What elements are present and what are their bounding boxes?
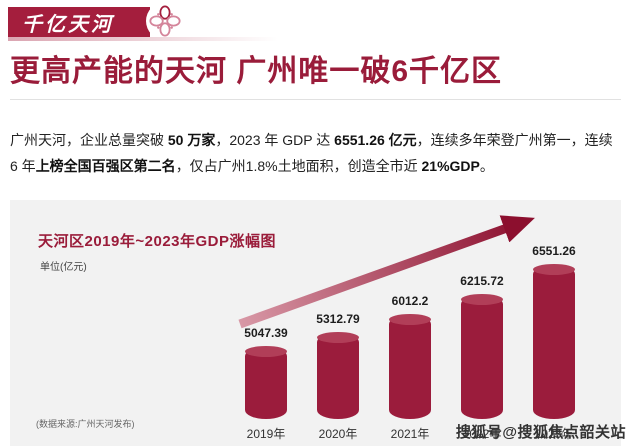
intro-segment: 广州天河，企业总量突破 bbox=[10, 132, 168, 148]
bar-column: 5047.39 2019年 bbox=[240, 326, 292, 442]
bar-value-label: 5312.79 bbox=[316, 312, 360, 326]
chart-title: 天河区2019年~2023年GDP涨幅图 bbox=[38, 233, 277, 250]
brand-badge: 千亿天河 bbox=[8, 7, 150, 37]
bar-year-label: 2021年 bbox=[390, 427, 430, 441]
flower-icon bbox=[146, 2, 184, 40]
gdp-chart-panel: 天河区2019年~2023年GDP涨幅图 单位(亿元) 5047.39 2019年… bbox=[10, 200, 621, 446]
bar bbox=[533, 264, 575, 419]
intro-segment: ，连续多年荣登广州第一，连续 6 年 bbox=[10, 132, 613, 174]
brand-badge-label: 千亿天河 bbox=[22, 13, 114, 36]
flower-icon-svg bbox=[149, 5, 181, 37]
chart-unit-label: 单位(亿元) bbox=[40, 262, 87, 273]
bar bbox=[317, 332, 359, 419]
bar bbox=[461, 294, 503, 419]
headline-divider bbox=[10, 99, 621, 100]
intro-paragraph: 广州天河，企业总量突破 50 万家，2023 年 GDP 达 6551.26 亿… bbox=[10, 128, 621, 180]
bar-value-label: 5047.39 bbox=[244, 326, 288, 340]
bar-column: 6551.26 2023年 bbox=[528, 244, 580, 442]
bar-column: 6215.72 2022年 bbox=[456, 274, 508, 442]
bar-value-label: 6012.2 bbox=[391, 294, 429, 308]
bar bbox=[389, 314, 431, 419]
intro-segment: 上榜全国百强区第二名 bbox=[35, 157, 176, 174]
bar-column: 5312.79 2020年 bbox=[312, 312, 364, 442]
bar-column: 6012.2 2021年 bbox=[384, 294, 436, 442]
intro-segment: 。 bbox=[479, 157, 494, 174]
bars-row: 5047.39 2019年 5312.79 2020年 6012.2 2021年 6215.… bbox=[240, 244, 580, 442]
badge-accent-strip bbox=[8, 37, 278, 41]
bar-year-label: 2020年 bbox=[318, 427, 358, 441]
bar-year-label: 2022年 bbox=[462, 427, 502, 441]
intro-segment: ，2023 年 GDP 达 bbox=[215, 132, 335, 148]
bar-year-label: 2023年 bbox=[534, 427, 574, 441]
page-title: 更高产能的天河 广州唯一破6千亿区 bbox=[10, 55, 503, 88]
bar bbox=[245, 346, 287, 419]
chart-source-note: (数据来源:广州天河发布) bbox=[36, 419, 135, 429]
intro-segment: 50 万家 bbox=[167, 132, 216, 148]
bar-value-label: 6215.72 bbox=[460, 274, 504, 288]
intro-segment: ，仅占广州1.8%土地面积，创造全市近 bbox=[175, 157, 422, 174]
bar-value-label: 6551.26 bbox=[532, 244, 576, 258]
intro-segment: 21%GDP bbox=[421, 157, 480, 174]
bar-year-label: 2019年 bbox=[246, 427, 286, 441]
trend-arrow bbox=[238, 215, 535, 329]
intro-segment: 6551.26 亿元 bbox=[334, 132, 417, 148]
watermark-text: 搜狐号@搜狐焦点韶关站 bbox=[455, 424, 626, 441]
